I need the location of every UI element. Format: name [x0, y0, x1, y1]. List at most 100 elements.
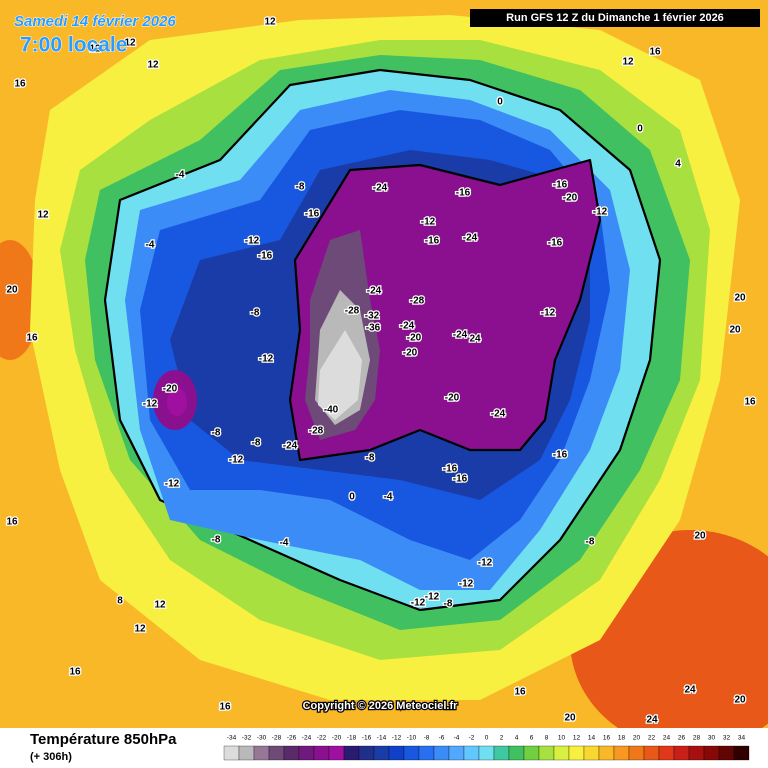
contour-label: 12 [154, 600, 166, 611]
legend-label: 32 [723, 735, 731, 742]
contour-label: -8 [444, 599, 453, 610]
contour-label: -16 [443, 464, 458, 475]
forecast-date: Samedi 14 février 2026 [14, 13, 176, 30]
contour-label: -24 [283, 441, 298, 452]
contour-label: -4 [176, 170, 185, 181]
contour-label: -12 [478, 558, 493, 569]
legend-swatch [268, 745, 285, 761]
isotherm-line [288, 158, 602, 462]
contour-label: -24 [491, 409, 506, 420]
legend-label: -18 [347, 735, 357, 742]
legend-swatch [553, 745, 570, 761]
run-box [470, 9, 760, 27]
contour-label: 12 [264, 17, 276, 28]
contour-label: 16 [6, 517, 18, 528]
legend-label: -2 [469, 735, 475, 742]
legend-label: 18 [618, 735, 626, 742]
contour-label: -12 [425, 592, 440, 603]
contour-label: -28 [345, 306, 360, 317]
legend-swatch [418, 745, 435, 761]
contour-label: 12 [147, 60, 159, 71]
legend-label: -10 [407, 735, 417, 742]
map [0, 0, 768, 750]
variable-title: Température 850hPa [30, 731, 177, 748]
cold-core [167, 388, 187, 416]
legend-swatch [688, 745, 705, 761]
legend-swatch [388, 745, 405, 761]
contour-label: -8 [251, 308, 260, 319]
contour-label: -8 [366, 453, 375, 464]
contour-label: -16 [553, 450, 568, 461]
legend-swatch [313, 745, 330, 761]
contour-label: -12 [259, 354, 274, 365]
contour-label: 12 [89, 44, 101, 55]
legend-swatch [478, 745, 495, 761]
contour-label: -12 [245, 236, 260, 247]
legend-label: 22 [648, 735, 656, 742]
legend-swatch [298, 745, 315, 761]
legend-swatch [598, 745, 615, 761]
legend-label: -20 [332, 735, 342, 742]
contour-label: -12 [421, 217, 436, 228]
legend-swatch [733, 745, 750, 761]
contour-label: 16 [514, 687, 526, 698]
legend-swatch [703, 745, 720, 761]
legend-label: -24 [302, 735, 312, 742]
color-legend: -34 -32 -30 -28 -26 -24 -22 -20 -18 -16 -14 -12 -10-… [223, 735, 750, 761]
legend-swatch [358, 745, 375, 761]
contour-label: -20 [445, 393, 460, 404]
contour-label: -20 [407, 333, 422, 344]
contour-label: 24 [684, 685, 696, 696]
legend-swatch [583, 745, 600, 761]
lead-time: (+ 306h) [30, 751, 72, 763]
contour-label: -12 [541, 308, 556, 319]
contour-label: -16 [425, 236, 440, 247]
contour-label: -12 [229, 455, 244, 466]
contour-label: 0 [497, 97, 503, 108]
contour-label: 16 [744, 397, 756, 408]
legend-swatch [508, 745, 525, 761]
contour-label: -24 [463, 233, 478, 244]
legend-label: 6 [530, 735, 534, 742]
legend-label: 34 [738, 735, 746, 742]
contour-label: -4 [280, 538, 289, 549]
contour-label: -16 [453, 474, 468, 485]
contour-label: 24 [646, 715, 658, 726]
legend-swatch [403, 745, 420, 761]
legend-label: 28 [693, 735, 701, 742]
legend-label: -16 [362, 735, 372, 742]
contour-label: -12 [165, 479, 180, 490]
contour-label: 4 [675, 159, 681, 170]
copyright: Copyright © 2026 Meteociel.fr [303, 700, 459, 712]
contour-label: -4 [384, 492, 393, 503]
legend-label: -34 [227, 735, 237, 742]
contour-label: 0 [349, 492, 355, 503]
legend-swatch [253, 745, 270, 761]
legend-label: 2 [500, 735, 504, 742]
contour-label: -24 [367, 286, 382, 297]
contour-label: 24 [469, 334, 481, 345]
forecast-time: 7:00 locale [20, 34, 127, 57]
contour-label: -28 [309, 426, 324, 437]
legend-label: -8 [424, 735, 430, 742]
legend-label: 12 [573, 735, 581, 742]
legend-swatch [343, 745, 360, 761]
legend-swatch [658, 745, 675, 761]
warm-field [0, 240, 40, 360]
contour-label: 16 [649, 47, 661, 58]
legend-label: 10 [558, 735, 566, 742]
legend-label: 30 [708, 735, 716, 742]
contour-label: -12 [593, 207, 608, 218]
legend-label: -28 [272, 735, 282, 742]
temperature-band [318, 330, 362, 420]
contour-label: 20 [734, 293, 746, 304]
contour-label: -16 [548, 238, 563, 249]
legend-label: 20 [633, 735, 641, 742]
contour-label: 20 [564, 713, 576, 724]
contour-label: 0 [637, 124, 643, 135]
legend-swatch [448, 745, 465, 761]
run-info: Run GFS 12 Z du Dimanche 1 février 2026 [506, 12, 724, 24]
